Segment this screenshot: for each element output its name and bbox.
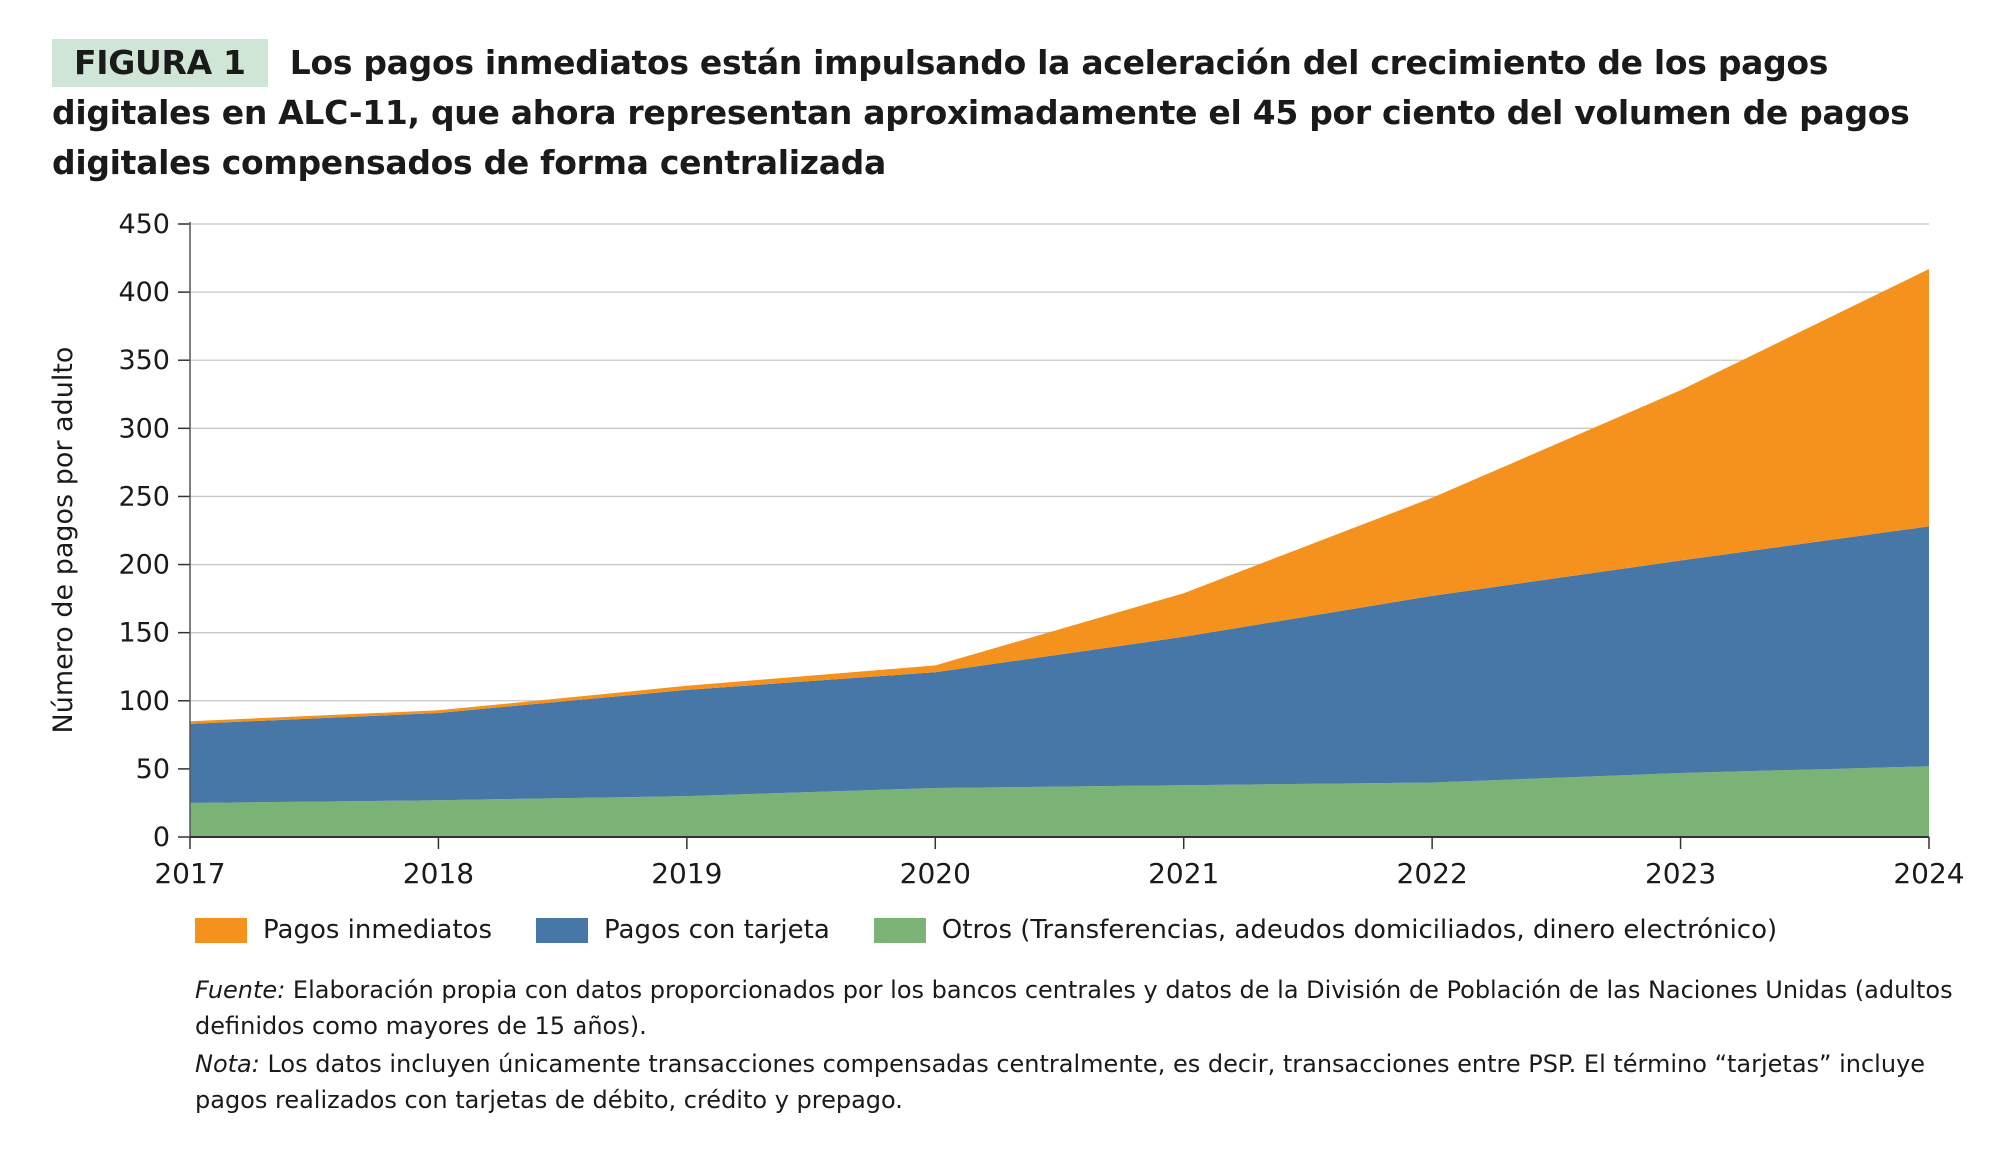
footnote: Nota: Los datos incluyen únicamente tran…: [195, 1046, 1955, 1118]
figure-title: Los pagos inmediatos están impulsando la…: [52, 43, 1910, 182]
area-series-tarjeta: [190, 526, 1929, 803]
y-tick-label-400: 400: [118, 277, 170, 308]
y-tick-label-50: 50: [136, 754, 170, 785]
legend-label-tarjeta: Pagos con tarjeta: [604, 915, 830, 945]
x-tick-label-2017: 2017: [154, 857, 225, 890]
figure-notes: Fuente: Elaboración propia con datos pro…: [195, 972, 1955, 1120]
y-axis-label: Número de pagos por adulto: [48, 347, 79, 734]
y-tick-label-450: 450: [118, 209, 170, 240]
source-label: Fuente:: [195, 976, 286, 1004]
legend-item-inmediatos: Pagos inmediatos: [195, 915, 492, 945]
legend-label-otros: Otros (Transferencias, adeudos domicilia…: [941, 915, 1778, 945]
figure-header: FIGURA 1 Los pagos inmediatos están impul…: [52, 38, 1932, 188]
chart-areas: [190, 269, 1929, 837]
y-tick-label-100: 100: [118, 686, 170, 717]
chart-axes: 0 50 100 150 200 250 300 350 400 450 2017 2018 2019 2…: [118, 209, 1964, 890]
x-tick-label-2019: 2019: [651, 857, 722, 890]
x-tick-label-2022: 2022: [1397, 857, 1468, 890]
legend-item-tarjeta: Pagos con tarjeta: [536, 915, 830, 945]
y-tick-label-250: 250: [118, 481, 170, 512]
area-series-otros: [190, 766, 1929, 837]
x-tick-label-2021: 2021: [1148, 857, 1219, 890]
legend-item-otros: Otros (Transferencias, adeudos domicilia…: [873, 915, 1778, 945]
legend-swatch-inmediatos: [195, 917, 247, 943]
y-tick-label-150: 150: [118, 618, 170, 649]
note-text: Los datos incluyen únicamente transaccio…: [195, 1050, 1926, 1114]
x-tick-label-2020: 2020: [900, 857, 971, 890]
note-label: Nota:: [195, 1050, 260, 1078]
y-tick-label-200: 200: [118, 550, 170, 581]
source-note: Fuente: Elaboración propia con datos pro…: [195, 972, 1955, 1044]
legend-swatch-tarjeta: [536, 917, 588, 943]
area-chart: 0 50 100 150 200 250 300 350 400 450 2017 2018 2019 2…: [48, 209, 1965, 890]
x-tick-label-2023: 2023: [1645, 857, 1716, 890]
chart-legend: Pagos inmediatos Pagos con tarjeta Otros…: [195, 915, 1821, 945]
y-tick-label-300: 300: [118, 413, 170, 444]
figure-label: FIGURA 1: [52, 39, 268, 87]
y-tick-label-350: 350: [118, 345, 170, 376]
legend-swatch-otros: [873, 917, 926, 943]
x-tick-label-2024: 2024: [1893, 857, 1964, 890]
legend-label-inmediatos: Pagos inmediatos: [263, 915, 492, 945]
area-series-inmediatos: [190, 269, 1929, 724]
x-tick-label-2018: 2018: [403, 857, 474, 890]
y-tick-label-0: 0: [153, 822, 170, 853]
source-text: Elaboración propia con datos proporciona…: [195, 976, 1953, 1040]
